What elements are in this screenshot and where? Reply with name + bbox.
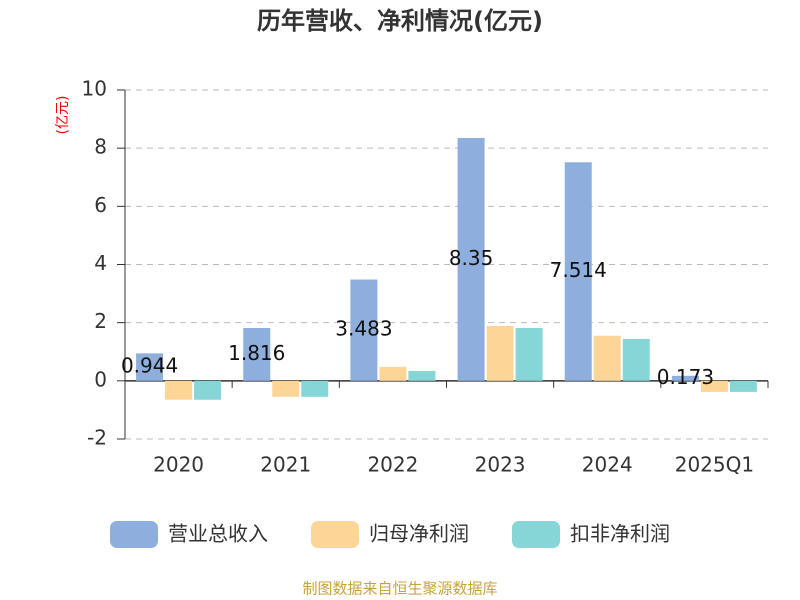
data-label: 7.514 [550, 258, 607, 282]
source-note: 制图数据来自恒生聚源数据库 [302, 580, 497, 598]
x-tick-label: 2022 [367, 453, 418, 477]
y-tick-label: 2 [94, 309, 107, 333]
legend-swatch[interactable] [311, 521, 359, 548]
bar [272, 380, 300, 397]
legend-label[interactable]: 归母净利润 [369, 522, 469, 546]
bar [593, 335, 621, 381]
x-tick-label: 2024 [582, 453, 633, 477]
bar [350, 279, 378, 381]
data-label: 0.173 [657, 365, 714, 389]
y-tick-label: 8 [94, 135, 107, 159]
bar [165, 380, 193, 400]
y-tick-label: 0 [94, 367, 107, 391]
legend-label[interactable]: 扣非净利润 [570, 522, 670, 546]
data-label: 0.944 [121, 354, 178, 378]
x-tick-label: 2020 [153, 453, 204, 477]
bar [379, 366, 407, 381]
data-label: 1.816 [228, 341, 285, 365]
chart-title: 历年营收、净利情况(亿元) [257, 7, 543, 35]
x-tick-label: 2025Q1 [675, 453, 754, 477]
y-tick-label: -2 [87, 426, 107, 450]
legend-swatch[interactable] [512, 521, 560, 548]
y-tick-label: 4 [94, 251, 107, 275]
bar [700, 380, 728, 392]
bar [671, 375, 699, 381]
bar [194, 380, 222, 400]
bar [564, 162, 592, 381]
x-tick-label: 2021 [260, 453, 311, 477]
bar [622, 338, 650, 381]
bar [457, 137, 485, 381]
legend-swatch[interactable] [110, 521, 158, 548]
bar [515, 327, 543, 381]
bar [301, 380, 329, 397]
bar [486, 325, 514, 381]
bar [408, 370, 436, 381]
data-label: 8.35 [449, 246, 494, 270]
bar [729, 380, 757, 392]
x-tick-label: 2023 [475, 453, 526, 477]
y-axis-label: (亿元) [55, 96, 71, 135]
bar [243, 328, 271, 381]
data-label: 3.483 [335, 317, 392, 341]
y-tick-label: 6 [94, 193, 107, 217]
bar [136, 353, 164, 381]
y-tick-label: 10 [82, 77, 107, 101]
legend-label[interactable]: 营业总收入 [168, 522, 268, 546]
